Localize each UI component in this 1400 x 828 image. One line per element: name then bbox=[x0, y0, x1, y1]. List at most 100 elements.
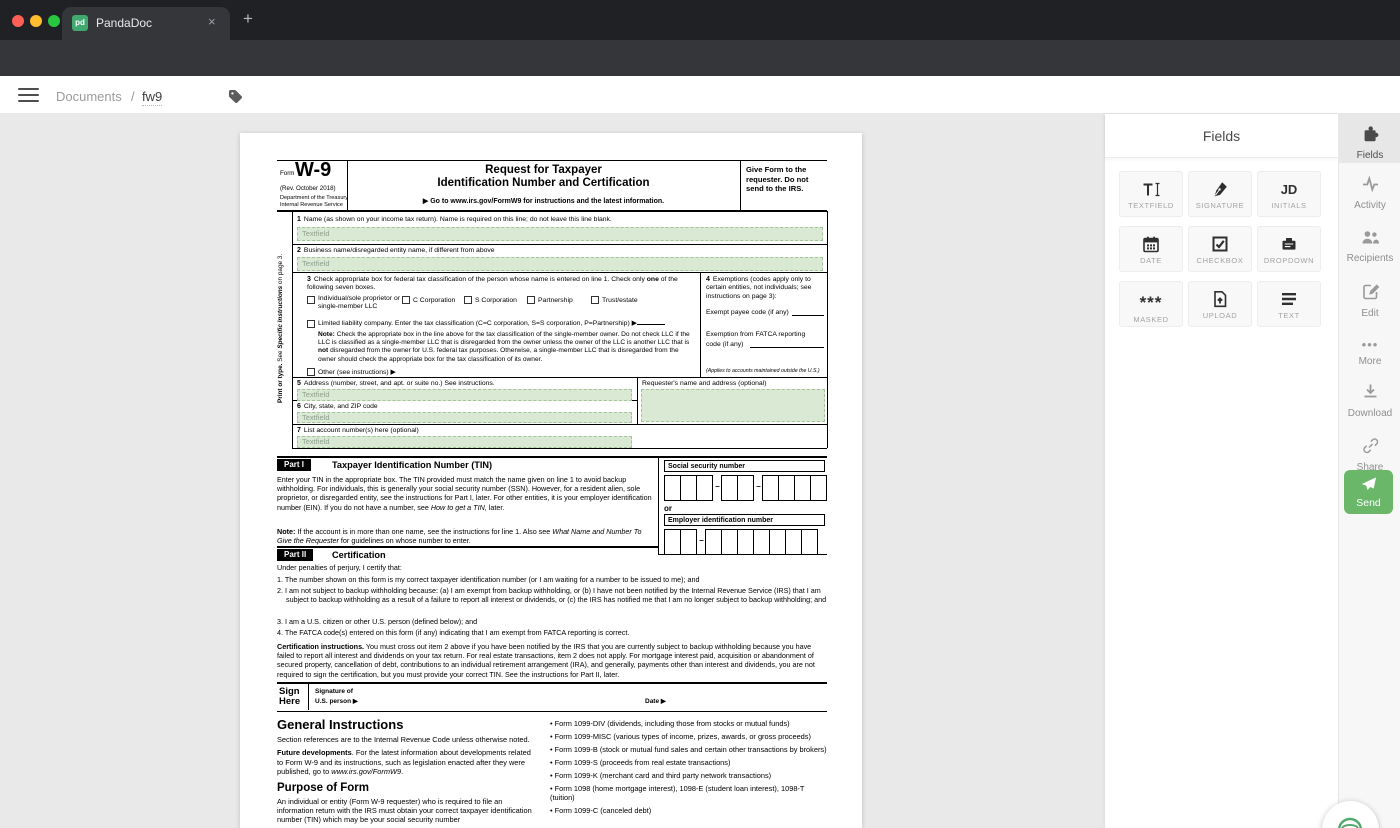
divider bbox=[637, 377, 638, 424]
line1-number: 1 bbox=[297, 216, 301, 223]
upload-label: UPLOAD bbox=[1202, 311, 1238, 320]
name-textfield[interactable]: Textfield bbox=[297, 227, 823, 241]
rail-download-label: Download bbox=[1347, 408, 1393, 419]
window-zoom-button[interactable] bbox=[48, 15, 60, 27]
checkbox-trust-label: Trust/estate bbox=[602, 297, 638, 304]
part1-paragraph: Enter your TIN in the appropriate box. T… bbox=[277, 475, 655, 512]
masked-field-button[interactable]: *** MASKED bbox=[1119, 281, 1183, 327]
bullet-item: • Form 1099-B (stock or mutual fund sale… bbox=[550, 744, 827, 754]
address-textfield[interactable]: Textfield bbox=[297, 389, 632, 401]
breadcrumb-documents[interactable]: Documents bbox=[56, 89, 122, 104]
rail-item-more[interactable]: ••• More bbox=[1339, 336, 1400, 368]
rail-more-label: More bbox=[1358, 356, 1382, 367]
date-field-button[interactable]: DATE bbox=[1119, 226, 1183, 272]
checkbox-field-button[interactable]: CHECKBOX bbox=[1188, 226, 1252, 272]
puzzle-icon bbox=[1361, 126, 1380, 147]
textfield-field-button[interactable]: TEXTFIELD bbox=[1119, 171, 1183, 217]
date-label: Date ▶ bbox=[645, 698, 666, 705]
window-close-button[interactable] bbox=[12, 15, 24, 27]
sidebar-text-end: on page 3. bbox=[277, 253, 284, 286]
rail-item-download[interactable]: Download bbox=[1339, 382, 1400, 419]
hamburger-menu-icon[interactable] bbox=[0, 88, 56, 104]
llc-note: Note: Check the appropriate box in the l… bbox=[318, 331, 696, 364]
or-label: or bbox=[664, 504, 672, 513]
cert-item-1: 1. The number shown on this form is my c… bbox=[277, 575, 700, 584]
part1-note: Note: If the account is in more than one… bbox=[277, 527, 655, 545]
line5-number: 5 bbox=[297, 380, 301, 387]
text-field-button[interactable]: TEXT bbox=[1257, 281, 1321, 327]
line4-number: 4 bbox=[706, 276, 710, 283]
initials-field-button[interactable]: JD INITIALS bbox=[1257, 171, 1321, 217]
date-label: DATE bbox=[1140, 256, 1162, 265]
llc-note-text2: disregarded from the owner for U.S. fede… bbox=[318, 347, 679, 363]
requester-label: Requester's name and address (optional) bbox=[642, 380, 767, 387]
form-word: Form bbox=[280, 170, 295, 177]
app-header: Documents / fw9 Draft $0.00 All changes … bbox=[0, 76, 1400, 185]
checkbox-c-corp bbox=[402, 296, 410, 304]
divider bbox=[292, 211, 293, 448]
breadcrumb-separator: / bbox=[131, 89, 135, 104]
send-button[interactable]: Send bbox=[1344, 470, 1393, 514]
tab-close-icon[interactable]: × bbox=[208, 14, 216, 29]
new-tab-button[interactable]: + bbox=[243, 9, 253, 28]
rail-item-recipients[interactable]: Recipients bbox=[1339, 228, 1400, 264]
ssn-dash: – bbox=[756, 482, 761, 491]
checkbox-label: CHECKBOX bbox=[1196, 256, 1244, 265]
exempt-payee-label: Exempt payee code (if any) bbox=[706, 309, 789, 316]
account-numbers-textfield[interactable]: Textfield bbox=[297, 436, 632, 448]
window-minimize-button[interactable] bbox=[30, 15, 42, 27]
purpose-of-form-title: Purpose of Form bbox=[277, 781, 370, 794]
future-developments-bold: Future developments bbox=[277, 748, 352, 758]
browser-tab[interactable]: pd PandaDoc × bbox=[62, 7, 230, 40]
divider bbox=[277, 682, 827, 684]
part1-note-bold: Note: bbox=[277, 527, 296, 536]
requester-field-area[interactable] bbox=[641, 389, 825, 422]
pandadoc-favicon: pd bbox=[72, 15, 88, 31]
line2-text: Business name/disregarded entity name, i… bbox=[303, 247, 495, 254]
checkbox-c-corp-label: C Corporation bbox=[413, 297, 456, 304]
divider bbox=[277, 711, 827, 712]
rail-item-activity[interactable]: Activity bbox=[1339, 174, 1400, 211]
masked-label: MASKED bbox=[1133, 315, 1169, 324]
initials-icon: JD bbox=[1280, 181, 1298, 197]
city-state-zip-textfield[interactable]: Textfield bbox=[297, 412, 632, 423]
fields-panel: Fields TEXTFIELD SIGNATURE JD INITIALS bbox=[1105, 114, 1338, 828]
masked-icon: *** bbox=[1139, 293, 1163, 312]
divider bbox=[347, 160, 348, 211]
divider bbox=[292, 272, 827, 273]
ssn-dash: – bbox=[715, 482, 720, 491]
ein-digit-cell bbox=[664, 529, 681, 555]
gi-paragraph-2: Future developments. For the latest info… bbox=[277, 748, 539, 776]
applies-note: (Applies to accounts maintained outside … bbox=[706, 368, 820, 374]
signature-field-button[interactable]: SIGNATURE bbox=[1188, 171, 1252, 217]
future-developments-text: . For the latest information about devel… bbox=[277, 748, 531, 777]
ssn-digit-cell bbox=[664, 475, 681, 501]
line1-label: 1 Name (as shown on your income tax retur… bbox=[297, 216, 817, 224]
dropdown-field-button[interactable]: DROPDOWN bbox=[1257, 226, 1321, 272]
upload-field-button[interactable]: UPLOAD bbox=[1188, 281, 1252, 327]
rail-item-fields[interactable]: Fields bbox=[1339, 114, 1400, 163]
llc-label: Limited liability company. Enter the tax… bbox=[318, 320, 698, 328]
business-name-textfield[interactable]: Textfield bbox=[297, 257, 823, 271]
checkbox-other bbox=[307, 368, 315, 376]
checkbox-individual-label: Individual/sole proprietor or single-mem… bbox=[318, 295, 400, 311]
signature-icon bbox=[1211, 178, 1229, 200]
future-developments-italic: www.irs.gov/FormW9 bbox=[331, 767, 402, 777]
edit-icon bbox=[1361, 284, 1380, 305]
rail-item-edit[interactable]: Edit bbox=[1339, 282, 1400, 319]
sign-word: Sign bbox=[279, 686, 300, 697]
dropdown-icon bbox=[1280, 233, 1298, 255]
send-plane-icon bbox=[1344, 470, 1393, 497]
activity-icon bbox=[1361, 175, 1380, 197]
form-number: W-9 bbox=[295, 159, 332, 181]
browser-toolbar: ← → ↻ https://app.pandadoc.com/a/#/docum… bbox=[0, 40, 1400, 150]
textfield-label: TEXTFIELD bbox=[1128, 201, 1174, 210]
line7-text: List account number(s) here (optional) bbox=[303, 427, 419, 434]
document-name[interactable]: fw9 bbox=[142, 89, 163, 106]
sidebar-bold-text: Print or type. bbox=[277, 363, 284, 403]
form-goto-line: ▶ Go to www.irs.gov/FormW9 for instructi… bbox=[422, 198, 665, 205]
bullet-item: • Form 1099-DIV (dividends, including th… bbox=[550, 719, 790, 728]
tag-icon[interactable] bbox=[227, 88, 243, 109]
line7-label: 7 List account number(s) here (optional) bbox=[297, 427, 627, 435]
rail-item-share[interactable]: Share bbox=[1339, 436, 1400, 473]
